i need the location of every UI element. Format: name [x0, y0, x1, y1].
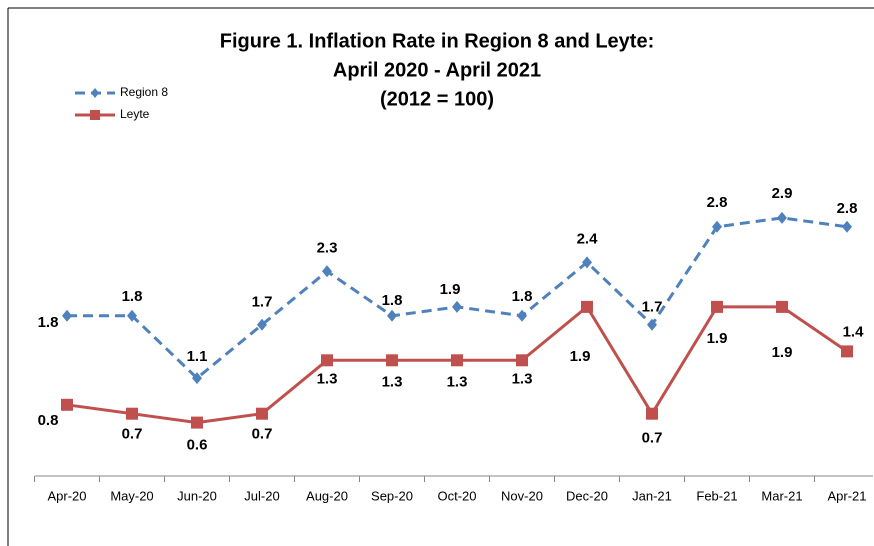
data-label: 1.8 — [382, 292, 403, 309]
marker — [387, 309, 397, 322]
data-label: 2.8 — [707, 194, 728, 211]
legend-marker — [91, 88, 99, 98]
legend-label: Region 8 — [120, 85, 168, 99]
x-tick-label: Mar-21 — [761, 488, 802, 503]
data-label: 1.8 — [122, 288, 143, 305]
marker — [712, 220, 722, 233]
data-label: 1.8 — [512, 288, 533, 305]
data-label: 0.6 — [187, 437, 208, 454]
marker — [517, 309, 527, 322]
marker — [452, 300, 462, 313]
data-label: 0.7 — [122, 426, 143, 443]
x-tick-label: Aug-20 — [306, 488, 348, 503]
marker — [711, 300, 723, 313]
chart-title: April 2020 - April 2021 — [333, 59, 541, 81]
data-label: 0.8 — [38, 412, 59, 429]
marker — [582, 256, 592, 269]
marker — [841, 345, 853, 358]
x-tick-label: Feb-21 — [696, 488, 737, 503]
data-label: 1.9 — [440, 281, 461, 298]
data-label: 1.8 — [38, 314, 59, 331]
chart-title: Figure 1. Inflation Rate in Region 8 and… — [220, 30, 655, 52]
marker — [257, 318, 267, 331]
data-label: 1.7 — [252, 294, 273, 311]
marker — [581, 300, 593, 313]
marker — [126, 407, 138, 420]
marker — [646, 407, 658, 420]
x-tick-label: May-20 — [110, 488, 153, 503]
marker — [776, 300, 788, 313]
data-label: 2.4 — [577, 230, 599, 247]
marker — [127, 309, 137, 322]
data-label: 1.3 — [447, 373, 468, 390]
data-label: 1.9 — [707, 330, 728, 347]
marker — [777, 211, 787, 224]
legend-marker — [90, 110, 100, 120]
marker — [61, 398, 73, 411]
line-region8 — [67, 216, 848, 381]
x-tick-label: Oct-20 — [437, 488, 476, 503]
data-label: 1.3 — [382, 373, 403, 390]
data-label: 2.3 — [317, 239, 338, 256]
marker — [192, 372, 202, 385]
x-tick-label: Jan-21 — [632, 488, 672, 503]
data-label: 1.4 — [843, 323, 865, 340]
x-tick-label: Apr-20 — [47, 488, 86, 503]
data-label: 1.7 — [642, 299, 663, 316]
marker — [451, 354, 463, 367]
data-label: 1.1 — [187, 348, 208, 365]
marker — [62, 309, 72, 322]
x-tick-label: Apr-21 — [827, 488, 866, 503]
x-tick-label: Dec-20 — [566, 488, 608, 503]
marker — [842, 220, 852, 233]
marker — [191, 416, 203, 429]
x-tick-label: Sep-20 — [371, 488, 413, 503]
marker — [516, 354, 528, 367]
data-label: 2.9 — [772, 185, 793, 202]
marker — [322, 265, 332, 278]
marker — [321, 354, 333, 367]
data-label: 0.7 — [252, 426, 273, 443]
legend-label: Leyte — [120, 107, 150, 121]
chart-title: (2012 = 100) — [380, 88, 494, 110]
data-label: 1.3 — [317, 370, 338, 387]
data-label: 1.3 — [512, 370, 533, 387]
data-label: 0.7 — [642, 430, 663, 447]
marker — [647, 318, 657, 331]
data-label: 2.8 — [837, 200, 858, 217]
marker — [386, 354, 398, 367]
data-label: 1.9 — [772, 344, 793, 361]
marker — [256, 407, 268, 420]
x-tick-label: Nov-20 — [501, 488, 543, 503]
x-tick-label: Jun-20 — [177, 488, 217, 503]
data-label: 1.9 — [570, 348, 591, 365]
x-tick-label: Jul-20 — [244, 488, 279, 503]
